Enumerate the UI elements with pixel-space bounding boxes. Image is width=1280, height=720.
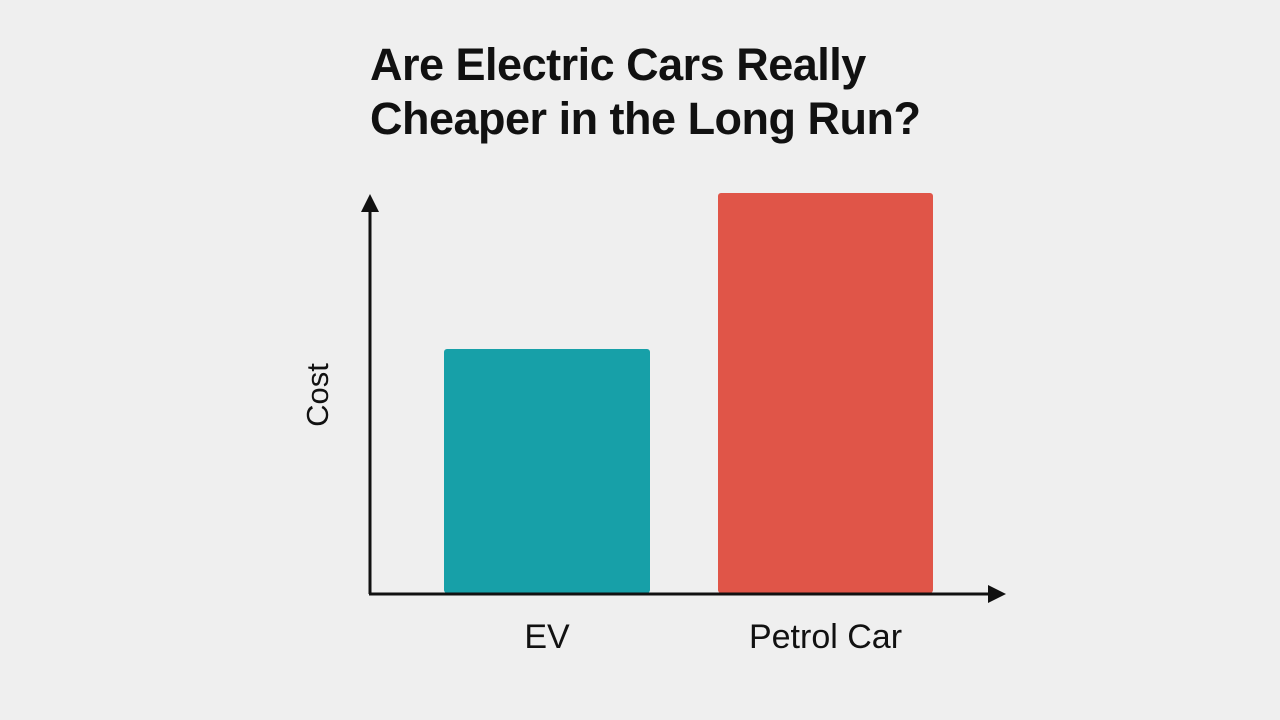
bar-petrol-car (718, 193, 933, 593)
x-axis-arrow-icon (988, 585, 1006, 603)
bar-ev (444, 349, 650, 593)
y-axis-label: Cost (300, 363, 335, 427)
chart-title: Are Electric Cars Really Cheaper in the … (370, 38, 1070, 146)
y-axis-arrow-icon (361, 194, 379, 212)
x-tick-label: EV (524, 618, 570, 656)
x-tick-labels: EV Petrol Car (524, 618, 902, 656)
chart-title-line-2: Cheaper in the Long Run? (370, 93, 921, 144)
chart-title-line-1: Are Electric Cars Really (370, 39, 866, 90)
bar-group (444, 193, 933, 593)
x-tick-label: Petrol Car (749, 618, 902, 656)
